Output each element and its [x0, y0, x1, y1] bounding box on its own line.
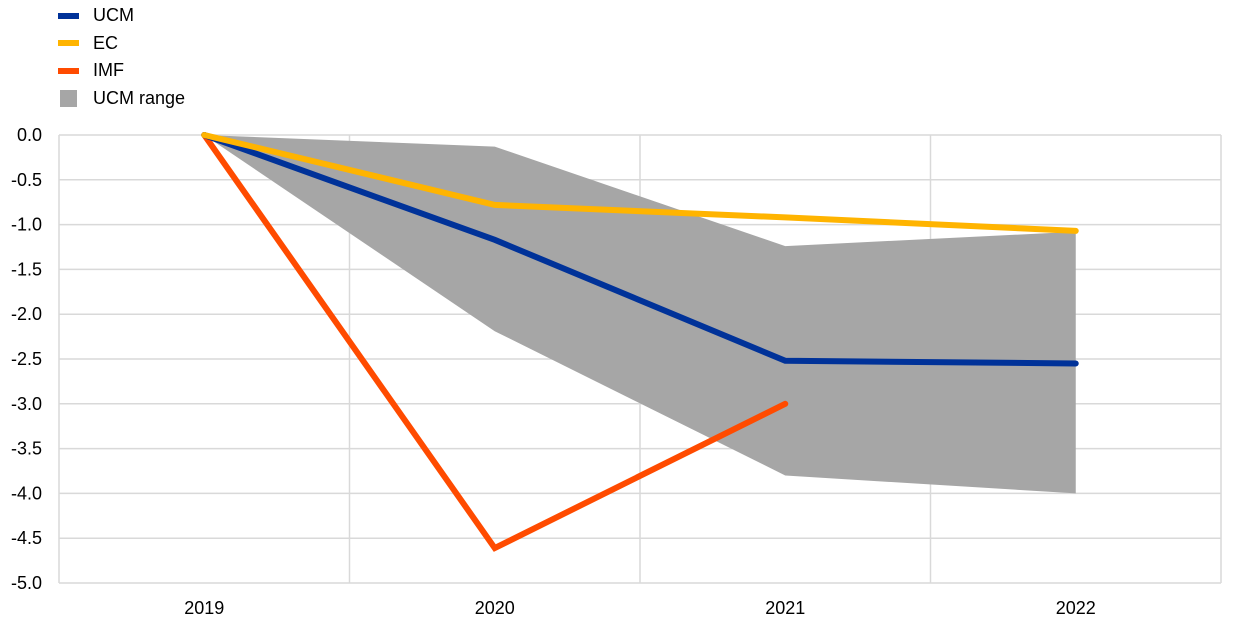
ucm-range-area	[204, 135, 1076, 494]
x-tick-label: 2021	[765, 598, 805, 618]
legend-label-ucm-range: UCM range	[93, 87, 186, 108]
y-tick-label: -4.0	[11, 483, 42, 503]
ucm-range-polygon	[204, 135, 1076, 494]
y-tick-label: -3.0	[11, 394, 42, 414]
legend-item-ucm-range: UCM range	[58, 85, 185, 113]
y-tick-label: -4.5	[11, 528, 42, 548]
y-tick-label: 0.0	[17, 125, 42, 145]
y-tick-label: -3.5	[11, 439, 42, 459]
x-tick-label: 2020	[475, 598, 515, 618]
legend-swatch-ec	[58, 40, 79, 47]
legend-item-ucm: UCM	[58, 2, 185, 30]
series-line-ucm	[201, 132, 1079, 367]
y-tick-label: -2.0	[11, 304, 42, 324]
legend-label-ec: EC	[93, 32, 119, 53]
legend-swatch-imf	[58, 67, 79, 74]
series-line-ec	[201, 132, 1079, 234]
y-tick-label: -5.0	[11, 573, 42, 593]
legend-item-ec: EC	[58, 30, 185, 58]
y-tick-label: -2.5	[11, 349, 42, 369]
y-tick-label: -1.0	[11, 215, 42, 235]
legend-item-imf: IMF	[58, 57, 185, 85]
y-axis-ticks: 0.0 -0.5 -1.0 -1.5 -2.0 -2.5 -3.0 -3.5 -4.0 -4.5 -…	[11, 125, 42, 593]
legend-label-imf: IMF	[93, 60, 124, 81]
y-tick-label: -1.5	[11, 259, 42, 279]
y-tick-label: -0.5	[11, 170, 42, 190]
series-line-imf	[201, 132, 789, 552]
legend-swatch-ucm	[58, 12, 79, 19]
legend-label-ucm: UCM	[93, 5, 134, 26]
legend-swatch-ucm-range	[60, 89, 77, 107]
series-lines	[201, 132, 1079, 552]
x-tick-label: 2022	[1056, 598, 1096, 618]
x-axis-ticks: 2019 2020 2021 2022	[184, 598, 1096, 618]
legend: UCM EC IMF UCM range	[58, 2, 185, 112]
x-tick-label: 2019	[184, 598, 224, 618]
